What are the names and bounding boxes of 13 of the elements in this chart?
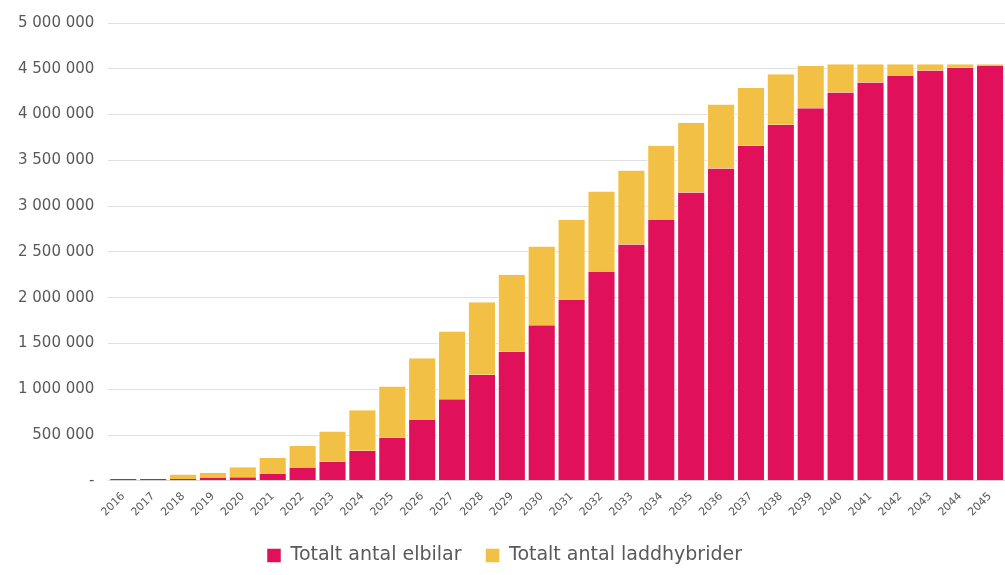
legend-label: Totalt antal laddhybrider	[508, 542, 743, 565]
y-tick-label: 1 000 000	[18, 379, 95, 398]
y-tick-label: 3 000 000	[18, 196, 95, 215]
y-tick-label: 2 500 000	[18, 241, 95, 260]
y-tick-label: 1 500 000	[18, 333, 95, 352]
y-tick-label: 5 000 000	[18, 12, 95, 31]
y-tick-label: -	[88, 470, 95, 489]
y-tick-label: 4 500 000	[18, 58, 95, 77]
y-tick-label: 4 000 000	[18, 104, 95, 123]
y-tick-label: 2 000 000	[18, 287, 95, 306]
y-tick-label: 3 500 000	[18, 150, 95, 169]
y-tick-label: 500 000	[32, 424, 95, 443]
legend-label: Totalt antal elbilar	[289, 542, 462, 565]
